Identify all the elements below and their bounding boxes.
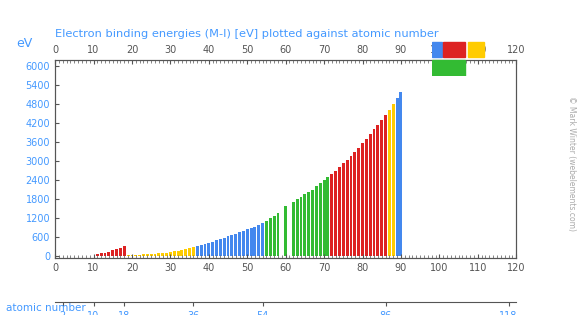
Bar bbox=[165, 253, 168, 256]
Bar bbox=[380, 120, 383, 256]
Bar bbox=[467, 42, 484, 57]
Bar bbox=[227, 237, 230, 256]
Bar bbox=[238, 232, 241, 256]
Bar bbox=[261, 223, 264, 256]
Bar bbox=[219, 239, 222, 256]
Bar bbox=[265, 220, 268, 256]
Bar bbox=[353, 152, 356, 256]
Bar bbox=[327, 177, 329, 256]
Bar bbox=[296, 199, 299, 256]
Bar bbox=[161, 253, 164, 256]
Bar bbox=[246, 229, 249, 256]
Bar bbox=[204, 244, 206, 256]
Bar bbox=[104, 253, 107, 256]
Bar bbox=[369, 134, 372, 256]
Bar bbox=[115, 249, 118, 256]
Bar bbox=[319, 183, 322, 256]
Bar bbox=[346, 160, 349, 256]
Bar bbox=[234, 234, 237, 256]
Text: Electron binding energies (M-I) [eV] plotted against atomic number: Electron binding energies (M-I) [eV] plo… bbox=[55, 29, 438, 39]
Bar bbox=[177, 251, 179, 256]
Bar bbox=[315, 186, 318, 256]
Bar bbox=[126, 255, 129, 256]
Bar bbox=[253, 226, 256, 256]
Bar bbox=[154, 254, 157, 256]
Bar bbox=[311, 190, 314, 256]
Bar bbox=[400, 92, 403, 256]
Bar bbox=[258, 225, 260, 256]
Bar bbox=[123, 246, 126, 256]
Bar bbox=[169, 252, 172, 256]
Bar bbox=[111, 250, 114, 256]
Bar bbox=[230, 235, 233, 256]
Bar bbox=[342, 163, 345, 256]
Bar bbox=[100, 253, 103, 256]
Bar bbox=[242, 231, 245, 256]
Bar bbox=[173, 251, 176, 256]
Bar bbox=[392, 104, 394, 256]
Bar bbox=[269, 218, 271, 256]
Bar bbox=[331, 174, 333, 256]
Bar bbox=[192, 247, 195, 256]
Bar bbox=[157, 253, 160, 256]
Bar bbox=[277, 213, 280, 256]
Bar bbox=[119, 248, 122, 256]
Bar bbox=[300, 197, 302, 256]
Bar bbox=[188, 248, 191, 256]
Text: atomic number: atomic number bbox=[6, 303, 86, 313]
Bar bbox=[365, 139, 368, 256]
Bar bbox=[208, 243, 210, 256]
Bar bbox=[180, 250, 183, 256]
Bar bbox=[361, 143, 364, 256]
Bar bbox=[303, 194, 306, 256]
Bar bbox=[307, 192, 310, 256]
Text: © Mark Winter (webelements.com): © Mark Winter (webelements.com) bbox=[567, 96, 576, 231]
Bar bbox=[372, 129, 375, 256]
Bar bbox=[350, 156, 353, 256]
Bar bbox=[284, 206, 287, 256]
Bar bbox=[249, 228, 252, 256]
Bar bbox=[107, 252, 110, 256]
Bar bbox=[215, 240, 218, 256]
Bar bbox=[376, 125, 379, 256]
Bar bbox=[396, 98, 398, 256]
Bar bbox=[273, 216, 275, 256]
Bar bbox=[432, 60, 466, 76]
Text: eV: eV bbox=[16, 37, 32, 50]
Bar bbox=[184, 249, 187, 256]
Bar bbox=[384, 115, 387, 256]
Bar bbox=[334, 170, 337, 256]
Bar bbox=[142, 254, 145, 256]
Bar bbox=[322, 180, 325, 256]
Bar bbox=[357, 148, 360, 256]
Bar bbox=[196, 246, 199, 256]
Bar bbox=[388, 110, 391, 256]
Bar bbox=[211, 242, 214, 256]
Bar bbox=[96, 255, 99, 256]
Bar bbox=[135, 255, 137, 256]
Bar bbox=[138, 255, 141, 256]
Bar bbox=[146, 254, 148, 256]
Bar bbox=[432, 42, 441, 57]
Bar bbox=[292, 202, 295, 256]
Bar bbox=[338, 167, 341, 256]
Bar bbox=[130, 255, 133, 256]
Bar bbox=[223, 238, 226, 256]
Bar bbox=[200, 245, 202, 256]
Bar bbox=[443, 42, 466, 57]
Bar bbox=[150, 254, 153, 256]
